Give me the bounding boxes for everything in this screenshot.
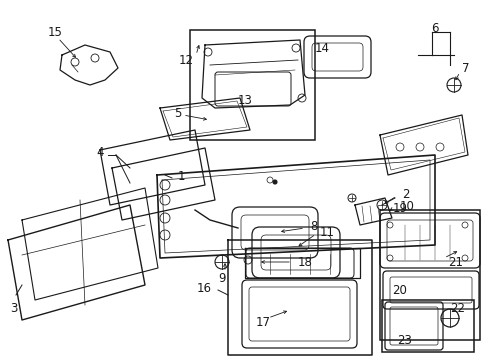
Text: 16: 16 — [197, 282, 212, 294]
Text: 17: 17 — [255, 315, 270, 328]
Text: 7: 7 — [461, 62, 468, 75]
Text: 14: 14 — [314, 41, 329, 54]
Bar — [379, 210, 479, 340]
Text: 3: 3 — [10, 302, 18, 315]
Text: 19: 19 — [392, 202, 407, 215]
Text: 15: 15 — [47, 26, 62, 39]
Text: 2: 2 — [401, 188, 408, 201]
Text: 1: 1 — [178, 170, 185, 183]
Text: 12: 12 — [179, 54, 194, 67]
Text: 8: 8 — [309, 220, 317, 233]
Text: 21: 21 — [447, 256, 462, 269]
Text: 10: 10 — [399, 199, 414, 212]
Text: 5: 5 — [174, 107, 182, 120]
Bar — [190, 30, 314, 140]
Text: 23: 23 — [397, 333, 411, 346]
Text: 6: 6 — [430, 22, 438, 35]
Bar — [381, 300, 473, 352]
Text: 22: 22 — [449, 302, 464, 315]
Text: 18: 18 — [297, 256, 312, 269]
Text: 11: 11 — [319, 225, 334, 239]
Text: 13: 13 — [237, 94, 252, 107]
Text: 9: 9 — [218, 271, 225, 284]
Circle shape — [272, 180, 276, 184]
Text: 20: 20 — [392, 284, 407, 297]
Text: 4: 4 — [96, 145, 103, 158]
